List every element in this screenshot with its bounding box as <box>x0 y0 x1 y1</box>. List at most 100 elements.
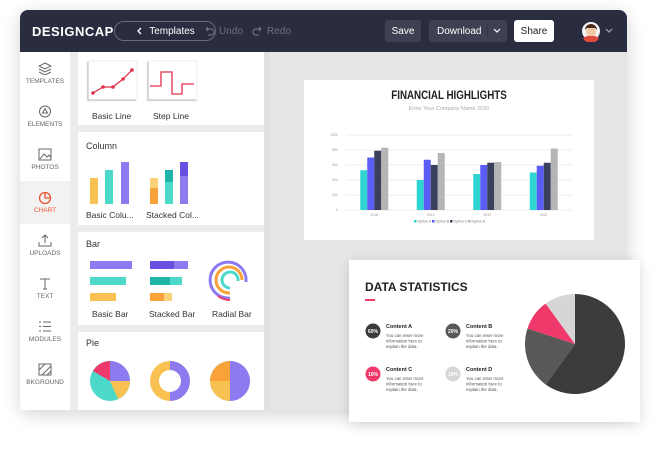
share-button[interactable]: Share <box>514 20 554 42</box>
item-text: You can enter more information here to e… <box>386 333 425 349</box>
undo-label[interactable]: Undo <box>219 26 243 37</box>
pie-slice <box>545 294 625 394</box>
badge <box>365 366 381 382</box>
section-title: Pie <box>86 338 100 348</box>
sidebar-label: MODULES <box>28 336 62 343</box>
statistics-graphics: 60% Content A You can enter more informati… <box>365 294 625 394</box>
text-icon <box>40 278 50 290</box>
legend-swatch <box>468 220 471 223</box>
sidebar-label: TEXT <box>36 293 54 300</box>
section-title: Column <box>86 141 118 151</box>
undo-icon[interactable] <box>203 25 215 37</box>
sidebar-item[interactable]: ELEMENTS <box>20 95 70 138</box>
badge-label: 20% <box>448 329 459 335</box>
item-title: Content D <box>466 367 492 373</box>
logo[interactable]: DESIGNCAP <box>32 24 114 39</box>
bar <box>543 162 551 210</box>
bar <box>480 165 488 210</box>
y-tick-label: 800 <box>332 148 338 152</box>
item-text: You can enter more information here to e… <box>466 376 505 392</box>
bar <box>360 170 368 210</box>
sidebar-label: TEMPLATES <box>25 78 65 85</box>
bar <box>437 153 445 210</box>
legend-swatch <box>414 220 417 223</box>
legend-swatch <box>450 220 453 223</box>
templates-button[interactable]: Templates <box>114 21 216 41</box>
background-icon <box>38 363 52 376</box>
bar <box>473 174 481 210</box>
bar-thumbnails[interactable] <box>88 258 252 304</box>
bar <box>487 162 495 210</box>
photos-icon <box>38 148 52 161</box>
redo-label[interactable]: Redo <box>267 26 291 37</box>
financial-card[interactable] <box>304 80 594 240</box>
elements-icon <box>39 105 51 118</box>
x-tick-label: 2020 <box>483 213 491 217</box>
bar <box>536 165 544 210</box>
modules-icon <box>39 321 51 332</box>
save-button[interactable]: Save <box>385 20 421 42</box>
sidebar-item[interactable]: BKGROUND <box>20 353 70 396</box>
chart-type-label[interactable]: Stacked Bar <box>149 309 196 319</box>
pie-slice <box>525 328 575 385</box>
sidebar-item[interactable]: CHART <box>20 181 70 224</box>
sidebar-item[interactable]: UPLOADS <box>20 224 70 267</box>
uploads-icon <box>38 234 52 247</box>
sidebar-item[interactable]: TEXT <box>20 267 70 310</box>
templates-icon <box>38 62 52 75</box>
bar <box>494 162 502 210</box>
pie-slice <box>545 294 575 344</box>
legend-label: Option D <box>472 219 486 223</box>
sidebar-label: CHART <box>33 207 57 214</box>
chart-type-label[interactable]: Step Line <box>153 111 189 121</box>
y-tick-label: 1000 <box>330 133 338 137</box>
avatar[interactable] <box>580 20 616 42</box>
back-icon <box>137 27 142 35</box>
chart-type-label[interactable]: Basic Bar <box>92 309 129 319</box>
legend-label: Option A <box>418 219 432 223</box>
bar <box>367 157 375 210</box>
badge <box>445 366 461 382</box>
y-tick-label: 200 <box>332 193 338 197</box>
financial-subtitle: Enter Your Company Name 2020 <box>408 106 490 112</box>
title-underline <box>365 299 375 301</box>
item-text: You can enter more information here to e… <box>386 376 425 392</box>
item-title: Content C <box>386 367 412 373</box>
badge <box>445 323 461 339</box>
pie-thumbnails[interactable] <box>88 360 252 402</box>
chart-type-label[interactable]: Radial Bar <box>212 309 252 319</box>
financial-chart: 0 200 400 600 800 1000 2018 2019 2020 2021 Option … <box>330 133 572 223</box>
bar <box>374 150 382 210</box>
line-thumbnails[interactable] <box>86 60 202 104</box>
legend-label: Option B <box>436 219 450 223</box>
item-title: Content B <box>466 324 492 330</box>
chart-type-label[interactable]: Stacked Col... <box>146 210 199 220</box>
badge-label: 10% <box>448 372 459 378</box>
y-tick-label: 600 <box>332 163 338 167</box>
x-tick-label: 2018 <box>370 213 378 217</box>
scrollbar[interactable] <box>264 52 270 410</box>
sidebar-item[interactable]: PHOTOS <box>20 138 70 181</box>
sidebar-label: BKGROUND <box>26 379 64 386</box>
x-tick-label: 2021 <box>540 213 548 217</box>
y-tick-label: 400 <box>332 178 338 182</box>
item-title: Content A <box>386 324 412 330</box>
item-text: You can enter more information here to e… <box>466 333 505 349</box>
chart-type-label[interactable]: Basic Colu... <box>86 210 134 220</box>
redo-icon[interactable] <box>252 25 264 37</box>
bar <box>430 165 438 210</box>
sidebar-label: UPLOADS <box>29 250 61 257</box>
download-dropdown[interactable] <box>487 20 507 42</box>
chart-type-label[interactable]: Basic Line <box>92 111 132 121</box>
sidebar-item[interactable]: TEMPLATES <box>20 52 70 95</box>
badge-label: 60% <box>368 329 379 335</box>
y-tick-label: 0 <box>336 208 338 212</box>
legend-swatch <box>432 220 435 223</box>
statistics-title: DATA STATISTICS <box>365 280 468 294</box>
section-title: Bar <box>86 239 101 249</box>
bar <box>550 148 558 210</box>
templates-label: Templates <box>149 25 195 37</box>
sidebar-item[interactable]: MODULES <box>20 310 70 353</box>
download-label: Download <box>437 25 482 37</box>
column-thumbnails[interactable] <box>86 158 196 206</box>
